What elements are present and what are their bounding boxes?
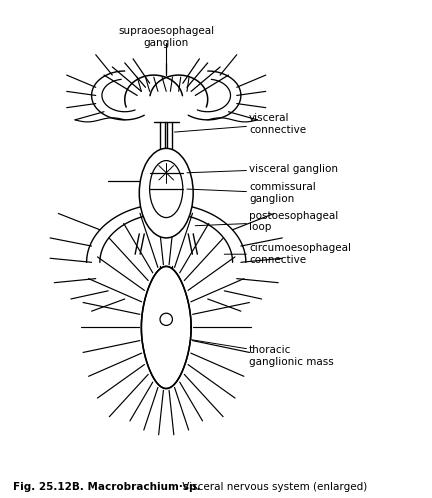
Text: postoesophageal
loop: postoesophageal loop	[195, 211, 338, 233]
Text: thoracic
ganglionic mass: thoracic ganglionic mass	[191, 340, 334, 367]
Polygon shape	[141, 266, 191, 388]
Text: Fig. 25.12B. Macrobrachium·sp. Visceral nervous system (enlarged): Fig. 25.12B. Macrobrachium·sp. Visceral …	[13, 482, 366, 492]
Text: supraoesophageal
ganglion: supraoesophageal ganglion	[118, 26, 214, 48]
Ellipse shape	[139, 148, 193, 238]
Text: visceral
connective: visceral connective	[175, 113, 306, 135]
Text: commissural
ganglion: commissural ganglion	[187, 182, 316, 204]
Text: visceral ganglion: visceral ganglion	[187, 164, 338, 174]
Text: circumoesophageal
connective: circumoesophageal connective	[224, 244, 351, 265]
Text: Fig. 25.12B. Macrobrachium·sp.: Fig. 25.12B. Macrobrachium·sp.	[13, 482, 200, 492]
Text: Visceral nervous system (enlarged): Visceral nervous system (enlarged)	[179, 482, 368, 492]
